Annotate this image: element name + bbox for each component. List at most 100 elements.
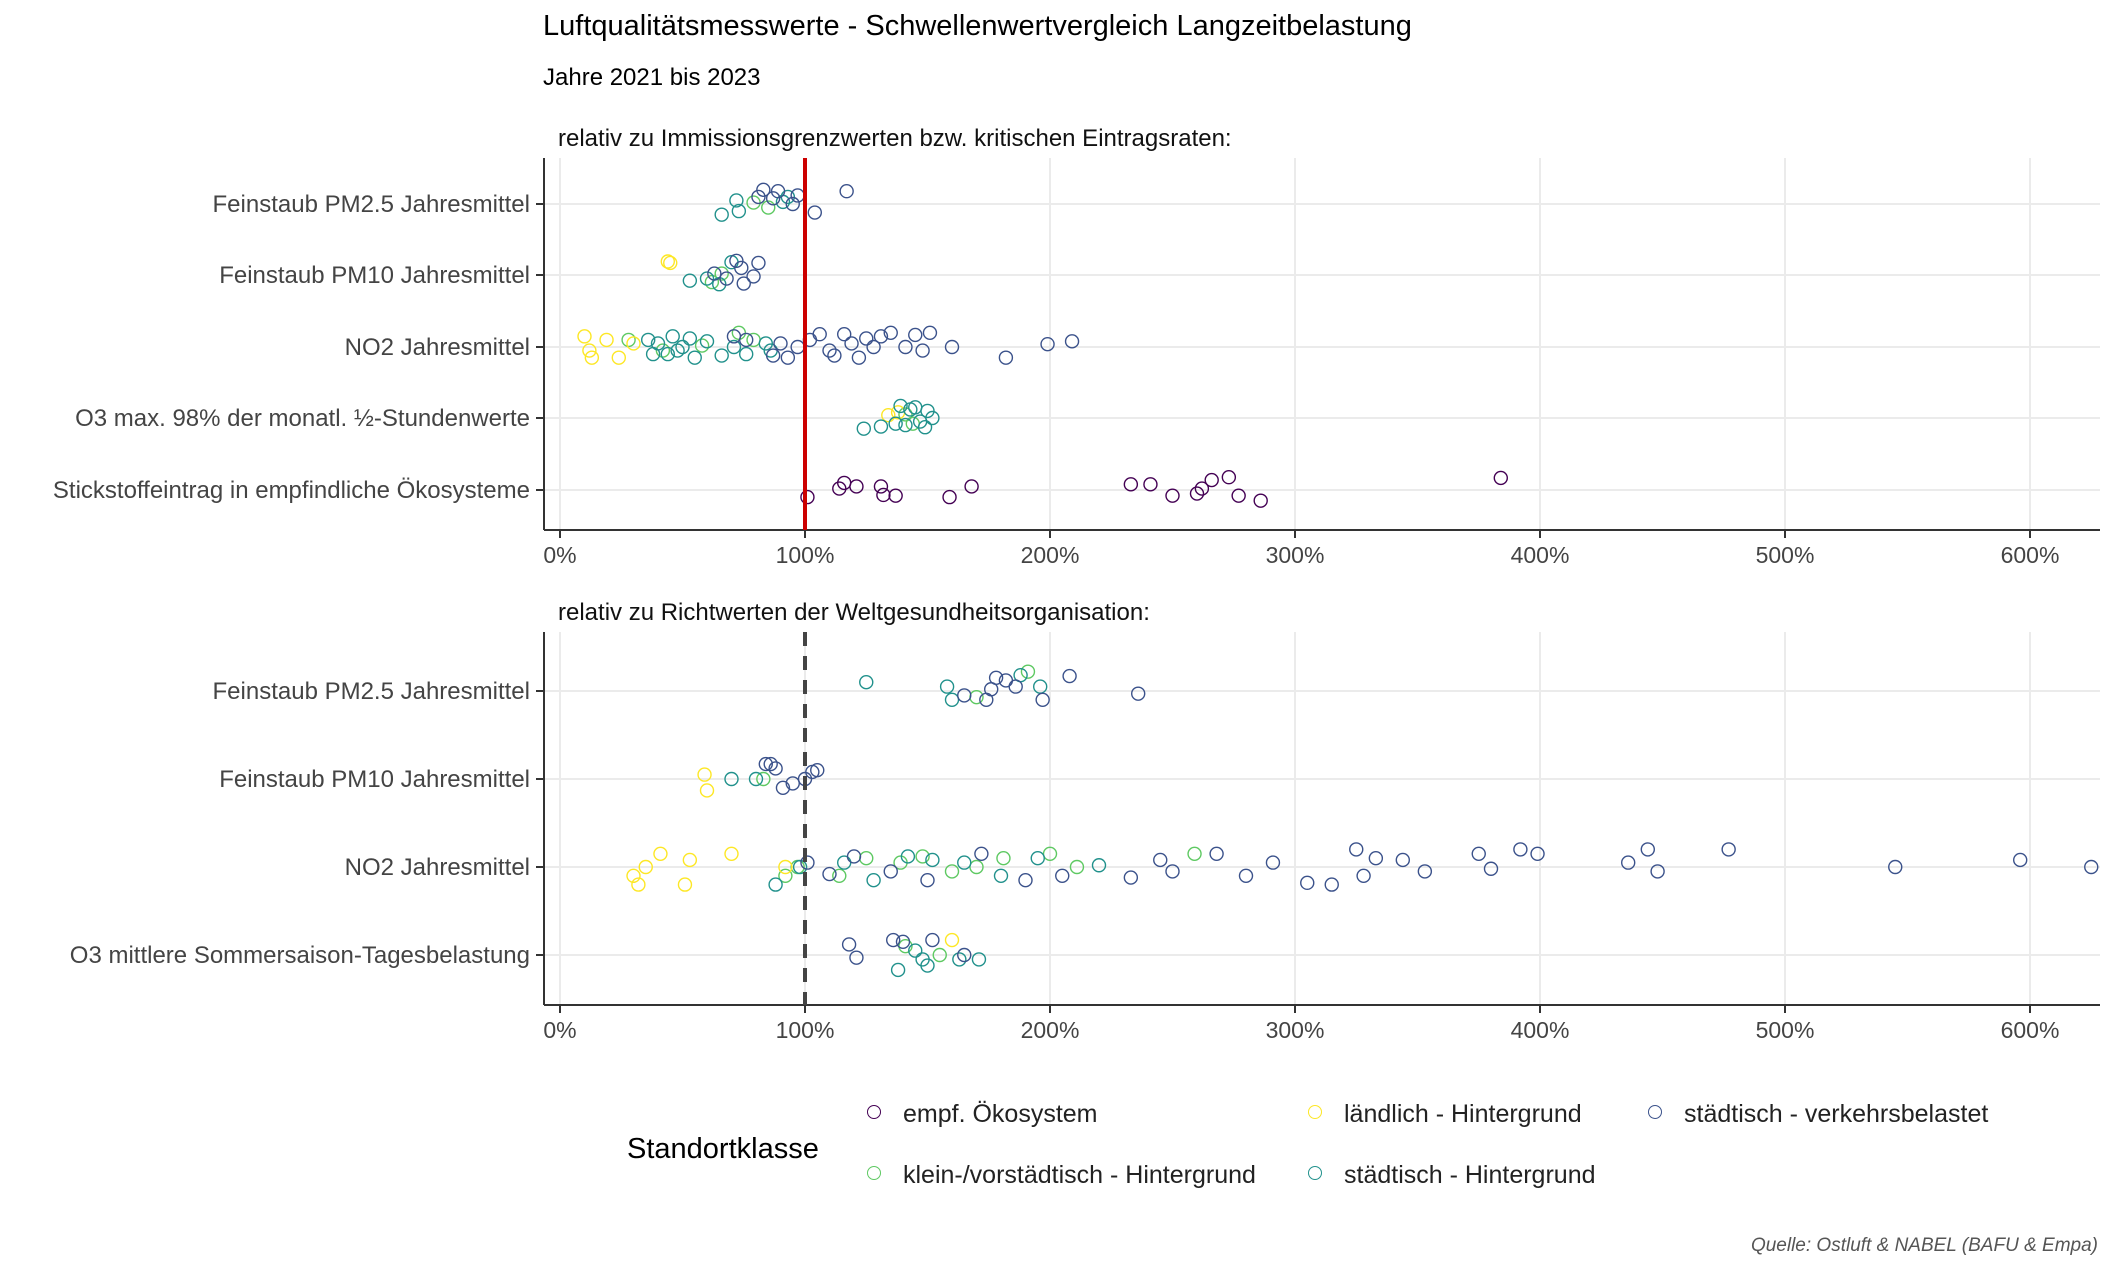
data-point — [883, 325, 898, 340]
data-point — [584, 350, 600, 365]
data-point — [1055, 868, 1070, 883]
data-point — [1493, 470, 1509, 486]
data-point — [2012, 852, 2028, 868]
data-point — [756, 771, 771, 787]
data-point — [866, 873, 881, 888]
data-point — [626, 336, 641, 351]
data-point — [1238, 868, 1254, 883]
chart-title: Luftqualitätsmesswerte - Schwellenwertve… — [543, 10, 1412, 42]
y-tick-label: Stickstoffeintrag in empfindliche Ökosys… — [53, 477, 530, 504]
data-point — [890, 962, 906, 978]
x-tick-label: 400% — [1511, 1017, 1570, 1043]
data-point — [939, 679, 955, 694]
data-point — [714, 348, 729, 363]
data-point — [675, 339, 690, 355]
data-point — [699, 334, 715, 349]
data-point — [944, 932, 960, 948]
series-st-dtisch-verkehrsbelastet — [707, 182, 1080, 365]
data-point — [756, 182, 771, 198]
data-point — [957, 947, 972, 963]
data-point — [998, 350, 1014, 365]
data-point — [1187, 846, 1202, 861]
data-point — [925, 932, 940, 948]
legend-label: empf. Ökosystem — [903, 1100, 1098, 1128]
y-tick-label: Feinstaub PM10 Jahresmittel — [219, 262, 530, 289]
data-point — [751, 255, 766, 271]
data-point — [739, 332, 754, 348]
legend: Standortklasse empf. Ökosystem klein-/vo… — [620, 1090, 2040, 1210]
data-point — [883, 864, 898, 879]
data-point — [922, 325, 938, 340]
data-point — [837, 475, 852, 491]
data-point — [952, 952, 967, 967]
legend-label: ländlich - Hintergrund — [1344, 1100, 1582, 1128]
x-tick-label: 500% — [1756, 1017, 1815, 1043]
data-point — [800, 489, 815, 505]
data-point — [763, 756, 778, 772]
data-point — [1035, 692, 1050, 707]
data-point — [969, 859, 984, 875]
data-point — [719, 271, 734, 286]
data-point — [1091, 858, 1107, 873]
x-tick-label: 200% — [1021, 1017, 1080, 1043]
data-point — [765, 348, 781, 363]
data-point — [1042, 846, 1058, 861]
x-tick-label: 0% — [543, 1017, 576, 1043]
legend-swatch — [1648, 1105, 1662, 1119]
y-tick-label: O3 max. 98% der monatl. ½-Stundenwerte — [75, 405, 530, 432]
data-point — [908, 943, 923, 958]
data-point — [859, 331, 874, 346]
data-point — [932, 947, 947, 963]
data-point — [920, 873, 935, 888]
y-tick-label: NO2 Jahresmittel — [345, 334, 530, 361]
x-tick-label: 600% — [2001, 1017, 2060, 1043]
data-point — [1650, 864, 1665, 879]
data-point — [773, 336, 788, 351]
data-point — [846, 849, 862, 864]
data-point — [942, 489, 957, 505]
data-point — [915, 343, 930, 358]
data-point — [844, 336, 859, 351]
series-st-dtisch-hintergrund — [641, 189, 940, 436]
data-point — [920, 958, 935, 973]
data-point — [699, 271, 715, 286]
data-point — [599, 332, 614, 348]
data-point — [841, 937, 857, 952]
data-point — [915, 849, 930, 864]
data-point — [792, 859, 808, 875]
data-point — [1040, 336, 1055, 352]
data-point — [768, 877, 783, 892]
data-point — [993, 868, 1009, 883]
data-point — [694, 338, 710, 353]
data-point — [785, 776, 800, 791]
data-point — [746, 195, 761, 210]
x-tick-label: 100% — [776, 542, 835, 568]
data-point — [849, 950, 864, 965]
data-point — [996, 851, 1011, 866]
panel-2: relativ zu Richtwerten der Weltgesundhei… — [70, 599, 2100, 1043]
data-point — [810, 763, 825, 778]
data-point — [582, 343, 597, 358]
data-point — [665, 329, 680, 344]
data-point — [988, 670, 1004, 685]
data-point — [1123, 477, 1139, 492]
data-point — [611, 350, 626, 365]
data-point — [856, 421, 871, 436]
data-point — [944, 692, 960, 707]
data-point — [778, 868, 793, 883]
x-tick-label: 600% — [2001, 542, 2060, 568]
data-point — [687, 350, 702, 365]
data-point — [660, 346, 675, 362]
data-point — [641, 332, 656, 348]
data-point — [895, 934, 911, 949]
data-point — [866, 339, 881, 355]
data-point — [873, 329, 889, 344]
data-point — [731, 203, 747, 219]
legend-item-empf-oekosystem: empf. Ökosystem — [867, 1100, 1098, 1129]
source-caption: Quelle: Ostluft & NABEL (BAFU & Empa) — [1750, 1235, 2098, 1256]
y-tick-label: O3 mittlere Sommersaison-Tagesbelastung — [70, 942, 530, 969]
data-point — [682, 331, 698, 346]
data-point — [920, 403, 935, 419]
legend-item-laendlich: ländlich - Hintergrund — [1308, 1100, 1582, 1129]
